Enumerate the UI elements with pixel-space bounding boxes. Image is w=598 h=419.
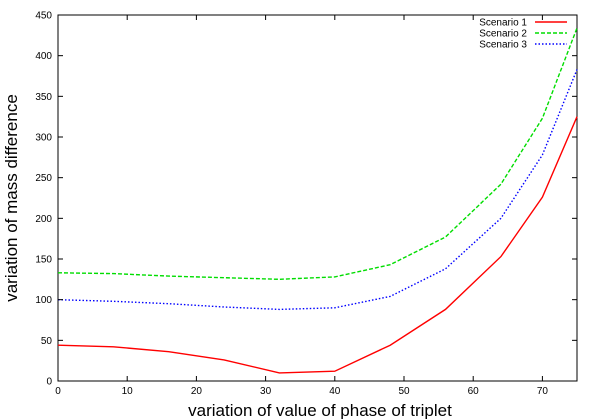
x-tick-label: 60 — [468, 386, 480, 397]
series-group — [57, 27, 578, 374]
ticks-group: 0 10 20 30 40 50 60 70 0 50 100 150 200 250 300 350 400 4… — [35, 11, 577, 397]
series-line-3 — [57, 69, 578, 311]
legend-label-3: Scenario 3 — [479, 40, 527, 51]
plot-frame-group — [57, 14, 578, 382]
y-tick-label: 200 — [35, 214, 52, 225]
x-tick-label: 40 — [329, 386, 341, 397]
x-tick-label: 30 — [260, 386, 272, 397]
x-axis-title: variation of value of phase of triplet — [188, 401, 452, 419]
y-tick-label: 0 — [46, 377, 52, 388]
series-line-2 — [57, 27, 578, 281]
y-tick-label: 250 — [35, 173, 52, 184]
y-axis-title: variation of mass difference — [2, 94, 21, 302]
y-tick-label: 150 — [35, 255, 52, 266]
x-tick-label: 0 — [55, 386, 61, 397]
x-tick-label: 10 — [122, 386, 134, 397]
legend-label-2: Scenario 2 — [479, 29, 527, 40]
y-tick-label: 50 — [41, 336, 53, 347]
series-line-1 — [57, 116, 578, 374]
x-tick-label: 50 — [398, 386, 410, 397]
y-tick-label: 350 — [35, 92, 52, 103]
y-tick-label: 450 — [35, 11, 52, 22]
y-tick-label: 100 — [35, 295, 52, 306]
x-tick-label: 70 — [537, 386, 549, 397]
plot-frame — [57, 14, 578, 382]
y-tick-label: 300 — [35, 133, 52, 144]
legend-label-1: Scenario 1 — [479, 18, 527, 29]
x-tick-label: 20 — [191, 386, 203, 397]
y-tick-label: 400 — [35, 51, 52, 62]
